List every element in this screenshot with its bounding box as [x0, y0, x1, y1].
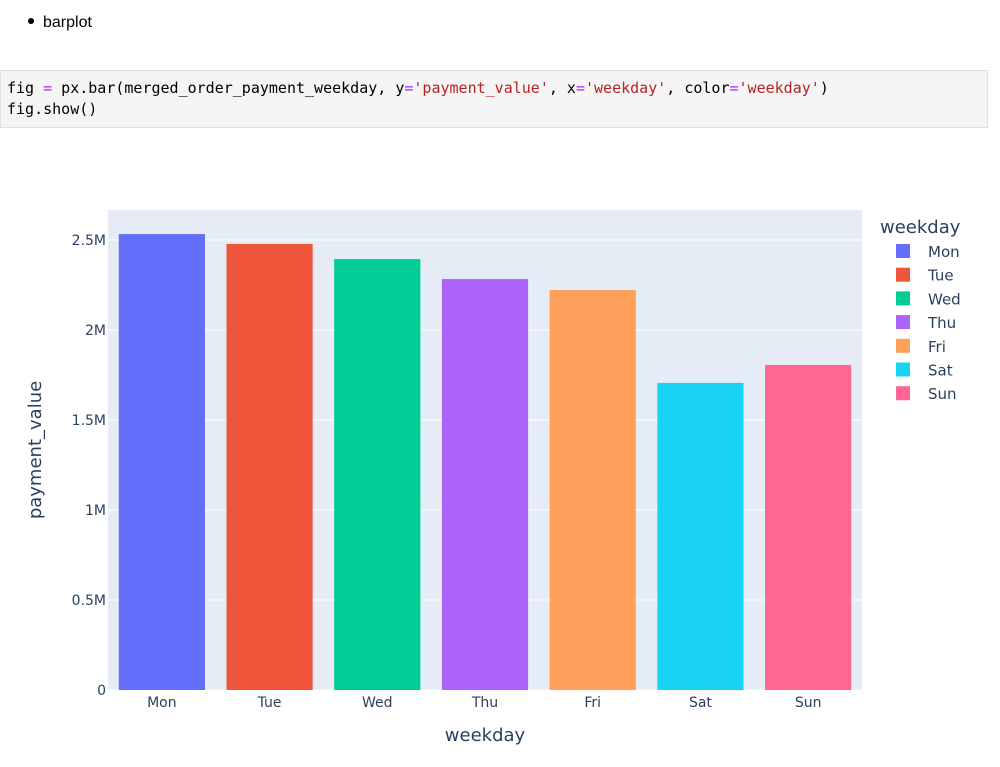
code-token: fig	[7, 79, 43, 97]
code-token: , color	[666, 79, 729, 97]
code-token: px.bar(merged_order_payment_weekday, y	[52, 79, 404, 97]
bullet-dot	[28, 18, 34, 24]
bar	[441, 279, 529, 690]
legend-title: weekday	[880, 217, 961, 238]
code-token: , x	[549, 79, 576, 97]
x-tick-label: Sat	[689, 695, 712, 711]
bar	[226, 243, 313, 690]
code-token: 'weekday'	[585, 79, 666, 97]
legend-swatch	[896, 362, 910, 377]
code-token: )	[820, 79, 829, 97]
code-token: =	[729, 79, 738, 97]
bar	[334, 259, 421, 690]
code-token: 'weekday'	[739, 79, 820, 97]
bar	[549, 290, 636, 690]
legend-swatch	[896, 244, 910, 258]
legend-label: Mon	[928, 243, 960, 261]
code-line: fig = px.bar(merged_order_payment_weekda…	[7, 79, 829, 97]
code-token: =	[576, 79, 585, 97]
bar	[657, 382, 744, 690]
y-tick-label: 2M	[85, 323, 106, 339]
y-tick-label: 1M	[85, 503, 106, 519]
legend-label: Fri	[928, 338, 946, 356]
code-line: fig.show()	[7, 100, 97, 118]
x-tick-label: Thu	[471, 695, 498, 711]
legend-label: Sat	[928, 362, 953, 380]
code-token: =	[43, 79, 52, 97]
legend-swatch	[896, 338, 910, 353]
legend-swatch	[896, 386, 910, 401]
y-tick-label: 0	[97, 683, 106, 699]
x-tick-label: Fri	[584, 695, 601, 711]
x-tick-label: Wed	[362, 695, 393, 711]
bullet-text: barplot	[43, 14, 92, 31]
legend-swatch	[896, 291, 910, 306]
bar	[118, 234, 205, 690]
y-tick-label: 2.5M	[72, 233, 106, 249]
code-token: fig.show()	[7, 100, 97, 118]
x-tick-label: Mon	[147, 695, 177, 711]
legend-label: Wed	[928, 290, 961, 308]
x-axis-title: weekday	[445, 725, 526, 746]
x-tick-label: Tue	[257, 695, 282, 711]
legend-label: Tue	[927, 267, 954, 285]
legend-swatch	[896, 315, 910, 330]
code-cell	[0, 70, 988, 128]
legend-label: Sun	[928, 385, 957, 403]
bar	[765, 364, 852, 690]
code-token: 'payment_value'	[413, 79, 548, 97]
y-axis-title: payment_value	[25, 381, 46, 519]
legend-label: Thu	[927, 314, 956, 332]
code-token: =	[404, 79, 413, 97]
x-tick-label: Sun	[795, 695, 822, 711]
y-tick-label: 0.5M	[72, 593, 106, 609]
y-tick-label: 1.5M	[72, 413, 106, 429]
legend-swatch	[896, 267, 910, 282]
